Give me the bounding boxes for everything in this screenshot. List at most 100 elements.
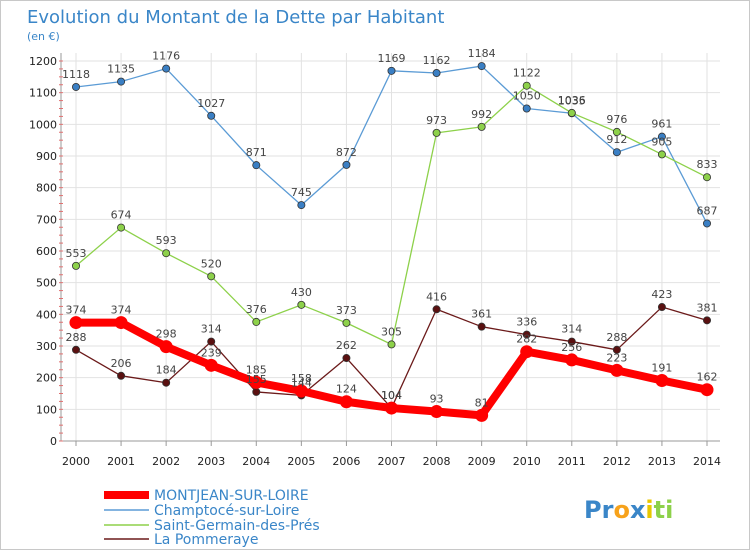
logo-letter: P xyxy=(584,496,602,524)
data-label: 376 xyxy=(246,303,267,316)
data-point xyxy=(207,272,216,281)
data-point xyxy=(612,148,621,157)
data-point xyxy=(432,305,441,314)
data-label: 1184 xyxy=(468,47,496,60)
data-label: 336 xyxy=(516,316,537,329)
data-label: 104 xyxy=(381,389,402,402)
logo-letter: o xyxy=(613,496,630,524)
data-label: 687 xyxy=(697,204,718,217)
y-tick-label: 300 xyxy=(36,340,57,353)
data-point xyxy=(567,337,576,346)
legend-label: La Pommeraye xyxy=(154,532,258,548)
data-point xyxy=(207,337,216,346)
data-label: 553 xyxy=(66,247,87,260)
data-point xyxy=(72,345,81,354)
data-point xyxy=(162,249,171,258)
y-tick-label: 400 xyxy=(36,308,57,321)
chart-title: Evolution du Montant de la Dette par Hab… xyxy=(27,7,444,28)
data-label: 298 xyxy=(156,328,177,341)
y-tick-label: 100 xyxy=(36,403,57,416)
data-point xyxy=(565,353,579,367)
data-labels: 1118 1135 1176 1027 871 745 872 1169 1162 1184 105… xyxy=(62,47,718,409)
x-tick-label: 2006 xyxy=(332,455,360,468)
data-label: 976 xyxy=(606,113,627,126)
x-tick-label: 2007 xyxy=(378,455,406,468)
data-label: 223 xyxy=(606,351,627,364)
data-point xyxy=(69,316,83,330)
data-label: 155 xyxy=(246,373,267,386)
y-tick-label: 1000 xyxy=(29,118,57,131)
data-point xyxy=(477,322,486,331)
data-point xyxy=(657,303,666,312)
data-point xyxy=(430,405,444,419)
x-tick-label: 2012 xyxy=(603,455,631,468)
x-tick-label: 2011 xyxy=(558,455,586,468)
logo-letter: x xyxy=(630,496,646,524)
data-label: 1135 xyxy=(107,63,135,76)
x-tick-label: 2001 xyxy=(107,455,135,468)
data-label: 961 xyxy=(651,118,672,131)
data-label: 430 xyxy=(291,286,312,299)
x-tick-label: 2002 xyxy=(152,455,180,468)
data-point xyxy=(522,81,531,90)
data-label: 239 xyxy=(201,346,222,359)
data-point xyxy=(342,318,351,327)
y-tick-label: 900 xyxy=(36,150,57,163)
data-label: 262 xyxy=(336,339,357,352)
data-point xyxy=(655,374,669,388)
data-label: 374 xyxy=(111,304,132,317)
y-tick-label: 0 xyxy=(50,435,57,448)
logo-letter: r xyxy=(602,496,614,524)
data-point xyxy=(475,408,489,422)
data-point xyxy=(252,387,261,396)
y-tick-label: 200 xyxy=(36,372,57,385)
data-point xyxy=(294,384,308,398)
data-label: 373 xyxy=(336,304,357,317)
x-tick-label: 2010 xyxy=(513,455,541,468)
data-label: 104 xyxy=(381,389,402,402)
data-label: 520 xyxy=(201,257,222,270)
data-point xyxy=(477,122,486,131)
logo-text: Proxiti xyxy=(584,496,673,524)
data-label: 162 xyxy=(697,371,718,384)
data-point xyxy=(657,132,666,141)
data-label: 191 xyxy=(651,362,672,375)
data-point xyxy=(114,316,128,330)
data-point xyxy=(477,62,486,71)
logo-letter: i xyxy=(665,496,673,524)
data-label: 288 xyxy=(66,331,87,344)
data-label: 872 xyxy=(336,146,357,159)
data-label: 745 xyxy=(291,186,312,199)
data-label: 1050 xyxy=(513,90,541,103)
data-point xyxy=(249,375,263,389)
y-tick-label: 600 xyxy=(36,245,57,258)
data-label: 833 xyxy=(697,158,718,171)
data-point xyxy=(567,108,576,117)
data-point xyxy=(657,150,666,159)
data-point xyxy=(342,160,351,169)
proxiti-logo: Proxiti xyxy=(584,496,673,524)
data-point xyxy=(159,340,173,354)
data-label: 144 xyxy=(291,376,312,389)
data-label: 593 xyxy=(156,234,177,247)
data-point xyxy=(252,161,261,170)
data-label: 305 xyxy=(381,325,402,338)
data-point xyxy=(117,371,126,380)
data-point xyxy=(612,127,621,136)
data-label: 1027 xyxy=(197,97,225,110)
data-point xyxy=(207,111,216,120)
data-label: 184 xyxy=(156,364,177,377)
data-point xyxy=(162,64,171,73)
x-tick-label: 2013 xyxy=(648,455,676,468)
x-tick-label: 2004 xyxy=(242,455,270,468)
x-tick-label: 2009 xyxy=(468,455,496,468)
data-point xyxy=(703,316,712,325)
data-point xyxy=(297,300,306,309)
data-label: 973 xyxy=(426,114,447,127)
data-point xyxy=(339,395,353,409)
data-label: 314 xyxy=(201,323,222,336)
data-point xyxy=(385,401,398,415)
data-point xyxy=(117,77,126,86)
